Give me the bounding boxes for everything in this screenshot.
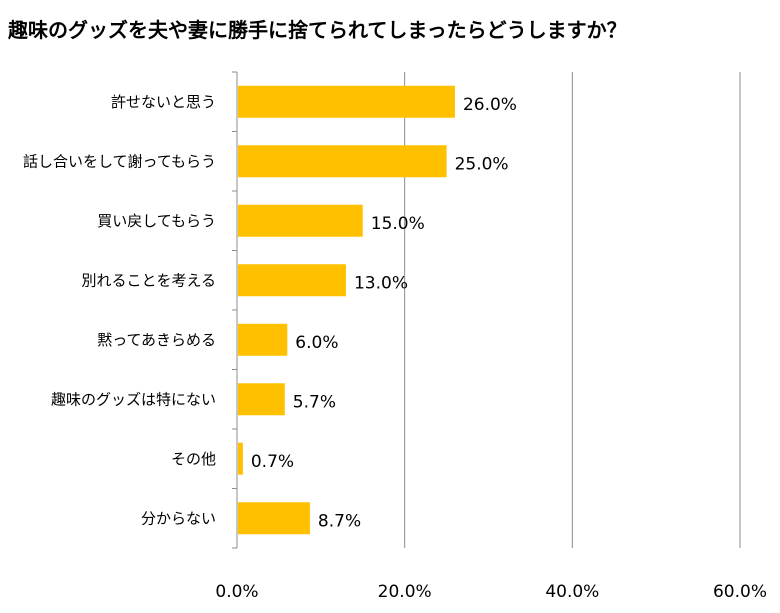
bar xyxy=(238,85,455,118)
value-label: 15.0% xyxy=(371,214,425,234)
value-label: 6.0% xyxy=(295,333,338,353)
y-axis xyxy=(232,71,238,549)
bar xyxy=(238,264,346,297)
category-label: 許せないと思う xyxy=(111,93,216,111)
category-label: 趣味のグッズは特にない xyxy=(51,390,216,408)
category-labels: 許せないと思う話し合いをして謝ってもらう買い戻してもらう別れることを考える黙って… xyxy=(23,93,216,528)
value-label: 26.0% xyxy=(463,95,517,115)
bar xyxy=(238,383,285,416)
value-label: 5.7% xyxy=(293,392,336,412)
x-tick-label: 20.0% xyxy=(378,582,432,602)
chart-title: 趣味のグッズを夫や妻に勝手に捨てられてしまったらどうしますか？ xyxy=(8,18,627,42)
value-label: 13.0% xyxy=(354,273,408,293)
bar xyxy=(238,323,288,356)
gridlines xyxy=(404,72,741,548)
value-label: 0.7% xyxy=(251,452,294,472)
x-tick-label: 60.0% xyxy=(713,582,767,602)
bar xyxy=(238,502,310,535)
value-labels: 26.0% 25.0% 15.0% 13.0% 6.0% 5.7% 0.7% 8.7% xyxy=(251,95,517,532)
bar xyxy=(238,442,243,475)
category-label: 分からない xyxy=(141,509,216,527)
value-label: 25.0% xyxy=(455,154,509,174)
category-label: 話し合いをして謝ってもらう xyxy=(23,152,216,170)
x-tick-labels: 0.0% 20.0% 40.0% 60.0% xyxy=(215,582,767,602)
category-label: 別れることを考える xyxy=(81,271,216,289)
bar xyxy=(238,145,447,178)
bars xyxy=(238,85,455,535)
x-tick-label: 40.0% xyxy=(545,582,599,602)
category-label: その他 xyxy=(171,450,216,468)
x-tick-label: 0.0% xyxy=(215,582,258,602)
category-label: 買い戻してもらう xyxy=(97,212,216,230)
category-label: 黙ってあきらめる xyxy=(97,331,216,349)
value-label: 8.7% xyxy=(318,511,361,531)
bar xyxy=(238,204,363,237)
